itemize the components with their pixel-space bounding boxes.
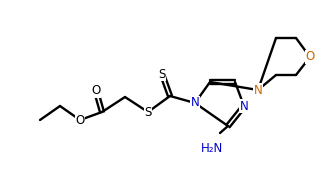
Text: S: S bbox=[144, 106, 152, 119]
Text: O: O bbox=[305, 51, 315, 64]
Text: N: N bbox=[240, 100, 248, 113]
Text: N: N bbox=[191, 96, 200, 109]
Text: N: N bbox=[254, 83, 262, 96]
Text: O: O bbox=[75, 113, 85, 126]
Text: O: O bbox=[91, 85, 101, 98]
Text: S: S bbox=[158, 68, 166, 81]
Text: H₂N: H₂N bbox=[201, 141, 223, 154]
